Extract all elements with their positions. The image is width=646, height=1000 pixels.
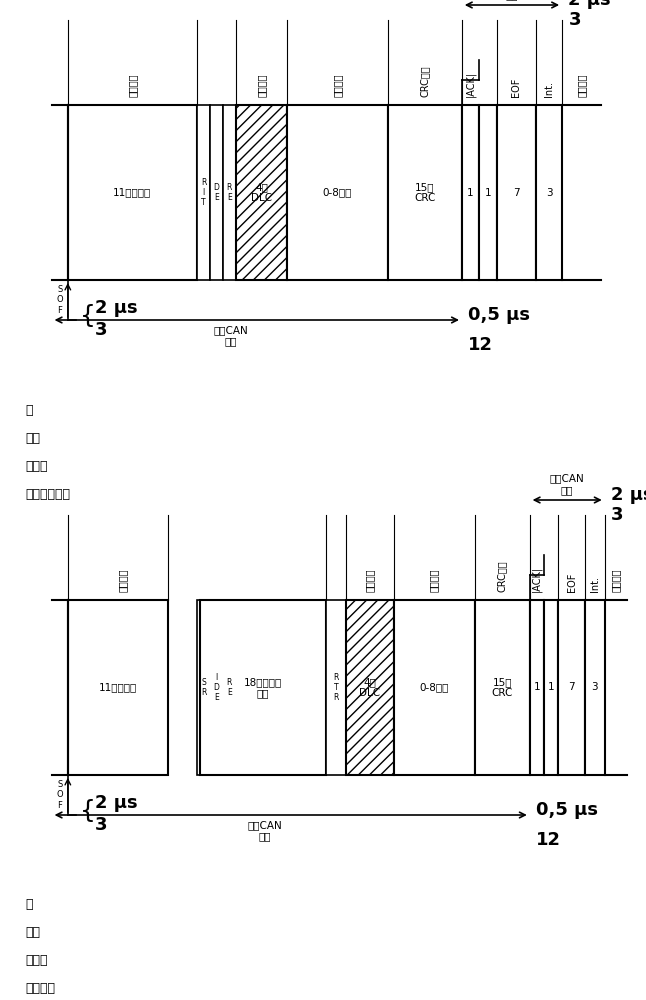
Text: 判优字段: 判优字段 [118, 568, 128, 592]
Text: 7: 7 [513, 188, 520, 198]
Bar [287, 105, 388, 280]
Bar [388, 105, 462, 280]
Text: {: { [79, 799, 96, 823]
Bar [346, 600, 394, 775]
Text: 11位标识符: 11位标识符 [113, 188, 152, 198]
Text: 位: 位 [26, 403, 34, 416]
Bar [197, 600, 210, 775]
Text: 快速CAN
判优: 快速CAN 判优 [550, 473, 585, 495]
Text: CRC字段: CRC字段 [419, 65, 430, 97]
Text: 2 μs: 2 μs [568, 0, 611, 9]
Text: {: { [79, 304, 96, 328]
Text: 控制字段: 控制字段 [364, 568, 375, 592]
Text: 位长度: 位长度 [26, 954, 48, 968]
Text: 总线空间: 总线空间 [576, 74, 587, 97]
Text: 4位
DLC: 4位 DLC [359, 677, 380, 698]
Text: 位长度: 位长度 [26, 460, 48, 473]
Text: EOF: EOF [567, 573, 577, 592]
Text: 3: 3 [95, 321, 107, 339]
Bar [68, 105, 197, 280]
Text: 0-8字节: 0-8字节 [420, 682, 449, 692]
Bar [479, 105, 497, 280]
Text: 0-8字节: 0-8字节 [323, 188, 352, 198]
Bar [544, 600, 558, 775]
Text: 2 μs: 2 μs [95, 794, 138, 812]
Text: 总线空间: 总线空间 [610, 568, 621, 592]
Text: Int.: Int. [544, 81, 554, 97]
Bar [326, 600, 346, 775]
Text: 缩放比例因子: 缩放比例因子 [26, 488, 71, 500]
Text: |ACK|: |ACK| [465, 71, 475, 97]
Text: S
O
F: S O F [56, 780, 63, 810]
Text: 2 μs: 2 μs [95, 299, 138, 317]
Text: 状态: 状态 [26, 926, 41, 940]
Text: 12: 12 [468, 336, 494, 354]
Text: 1: 1 [484, 188, 492, 198]
Text: R
E: R E [227, 183, 232, 202]
Text: 1: 1 [548, 682, 554, 692]
Bar [200, 600, 326, 775]
Bar [210, 600, 223, 775]
Text: EOF: EOF [511, 78, 521, 97]
Bar [530, 600, 544, 775]
Text: 数据字段: 数据字段 [429, 568, 439, 592]
Text: 12: 12 [536, 831, 561, 849]
Text: 状态: 状态 [26, 432, 41, 444]
Text: 1: 1 [467, 188, 474, 198]
Text: R
T
R: R T R [333, 673, 339, 702]
Text: I
D
E: I D E [213, 673, 220, 702]
Text: R
I
T: R I T [201, 178, 206, 207]
Bar [210, 105, 223, 280]
Text: 0,5 μs: 0,5 μs [468, 306, 530, 324]
Bar [462, 105, 479, 280]
Text: S
O
F: S O F [56, 285, 63, 315]
Text: 3: 3 [546, 188, 552, 198]
Text: 18位标识符
扩展: 18位标识符 扩展 [244, 677, 282, 698]
Bar [497, 105, 536, 280]
Text: 7: 7 [568, 682, 575, 692]
Text: 11位标识符: 11位标识符 [99, 682, 137, 692]
Bar [223, 600, 236, 775]
Text: 15位
CRC: 15位 CRC [492, 677, 513, 698]
Text: 缩放比例: 缩放比例 [26, 982, 56, 996]
Text: D
E: D E [213, 183, 220, 202]
Text: 快速CAN
数据: 快速CAN 数据 [214, 325, 248, 347]
Text: 判优字段: 判优字段 [127, 74, 138, 97]
Text: 3: 3 [95, 816, 107, 834]
Text: 2 μs: 2 μs [611, 486, 646, 504]
Text: 1: 1 [534, 682, 540, 692]
Text: 3: 3 [611, 506, 623, 524]
Text: Int.: Int. [590, 576, 600, 592]
Bar [236, 105, 287, 280]
Bar [585, 600, 605, 775]
Text: 快速CAN
数据: 快速CAN 数据 [247, 820, 282, 842]
Text: CRC字段: CRC字段 [497, 560, 507, 592]
Text: R
E: R E [227, 678, 232, 697]
Bar [558, 600, 585, 775]
Bar [68, 600, 168, 775]
Text: 15位
CRC: 15位 CRC [414, 182, 435, 203]
Text: 0,5 μs: 0,5 μs [536, 801, 598, 819]
Text: 3: 3 [568, 11, 581, 29]
Bar [223, 105, 236, 280]
Text: 位: 位 [26, 898, 34, 912]
Text: 控制字段: 控制字段 [256, 74, 267, 97]
Bar [475, 600, 530, 775]
Bar [197, 105, 210, 280]
Text: 3: 3 [592, 682, 598, 692]
Text: S
R: S R [201, 678, 206, 697]
Text: 4位
DLC: 4位 DLC [251, 182, 272, 203]
Bar [536, 105, 562, 280]
Bar [394, 600, 475, 775]
Text: |ACK|: |ACK| [532, 566, 542, 592]
Text: 数据字段: 数据字段 [332, 74, 342, 97]
